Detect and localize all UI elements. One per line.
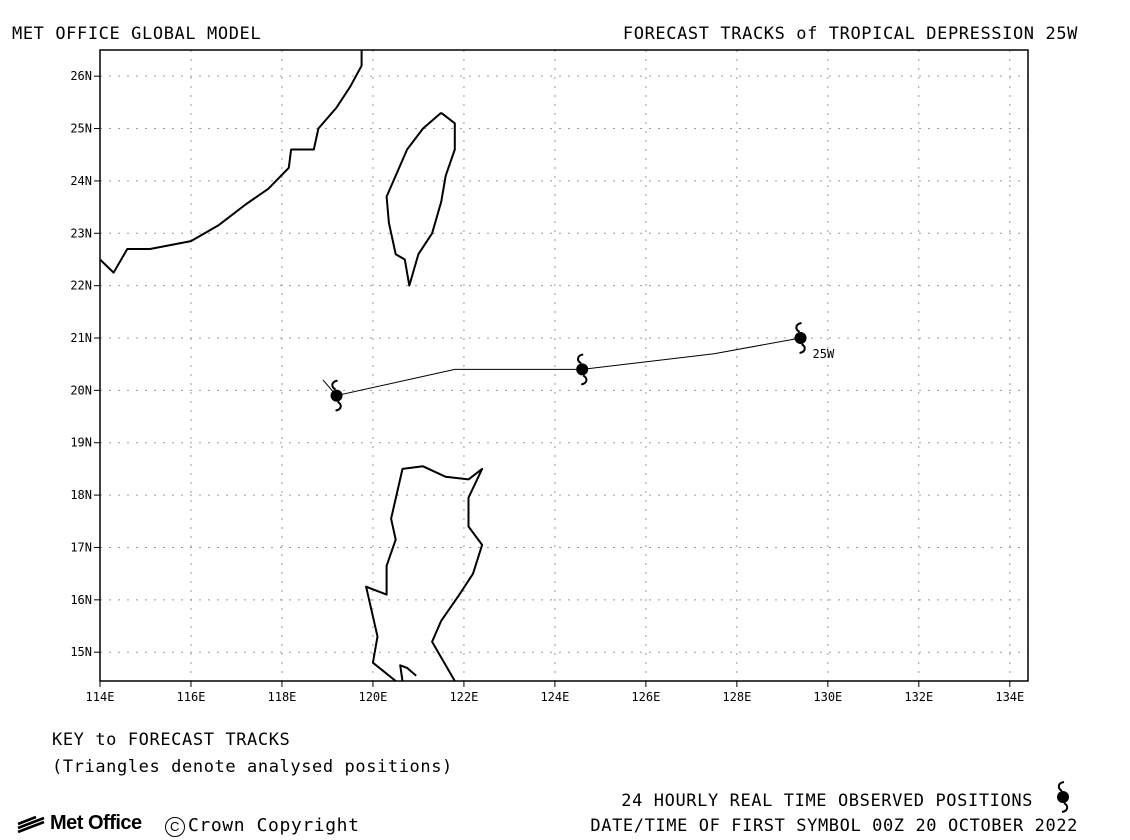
tick-label-lon: 120E — [358, 690, 387, 704]
storm-label: 25W — [813, 347, 835, 361]
key-title: KEY to FORECAST TRACKS — [52, 730, 291, 750]
coastline-luzon-inlet — [399, 664, 417, 681]
cyclone-symbol-icon — [576, 353, 589, 386]
tick-label-lat: 21N — [70, 331, 92, 345]
tick-label-lon: 118E — [268, 690, 297, 704]
tick-label-lon: 132E — [904, 690, 933, 704]
header-chart-title: FORECAST TRACKS of TROPICAL DEPRESSION 2… — [622, 24, 1078, 44]
met-office-logo: Met Office — [16, 812, 142, 835]
cyclone-symbol-icon — [1057, 781, 1069, 813]
tick-label-lon: 126E — [631, 690, 660, 704]
tick-label-lon: 122E — [449, 690, 478, 704]
legend-first-symbol-datetime: DATE/TIME OF FIRST SYMBOL 00Z 20 OCTOBER… — [590, 816, 1078, 836]
met-office-logo-icon — [17, 815, 45, 833]
tick-label-lat: 22N — [70, 279, 92, 293]
cyclone-symbol-legend-icon — [1057, 781, 1069, 813]
tick-label-lat: 19N — [70, 436, 92, 450]
key-note: (Triangles denote analysed positions) — [52, 757, 453, 777]
copyright-text: Crown Copyright — [188, 815, 360, 836]
tick-label-lon: 130E — [813, 690, 842, 704]
tick-label-lat: 24N — [70, 174, 92, 188]
tick-label-lat: 17N — [70, 540, 92, 554]
met-office-logo-text: Met Office — [50, 812, 142, 834]
tick-label-lon: 116E — [177, 690, 206, 704]
tick-label-lon: 114E — [86, 690, 115, 704]
forecast-track-line — [322, 337, 801, 397]
cyclone-symbol-icon — [330, 379, 343, 412]
coastline-china — [100, 50, 363, 274]
copyright-icon: C — [165, 817, 185, 837]
tick-label-lat: 15N — [70, 645, 92, 659]
cyclone-symbol-icon — [794, 322, 807, 354]
copyright-notice: C Crown Copyright — [165, 816, 360, 837]
tick-label-lon: 134E — [995, 690, 1024, 704]
tick-label-lat: 20N — [70, 383, 92, 397]
coastline-luzon — [365, 465, 484, 681]
tick-label-lat: 25N — [70, 122, 92, 136]
tick-label-lat: 18N — [70, 488, 92, 502]
map-frame — [99, 49, 1029, 682]
coastlines — [100, 50, 484, 681]
tick-label-lat: 16N — [70, 593, 92, 607]
tick-label-lon: 124E — [540, 690, 569, 704]
tick-label-lat: 23N — [70, 226, 92, 240]
tick-label-lon: 128E — [722, 690, 751, 704]
legend-observed-positions: 24 HOURLY REAL TIME OBSERVED POSITIONS — [621, 791, 1033, 811]
coastline-taiwan — [385, 112, 456, 287]
tick-label-lat: 26N — [70, 69, 92, 83]
header-model-title: MET OFFICE GLOBAL MODEL — [12, 24, 262, 44]
